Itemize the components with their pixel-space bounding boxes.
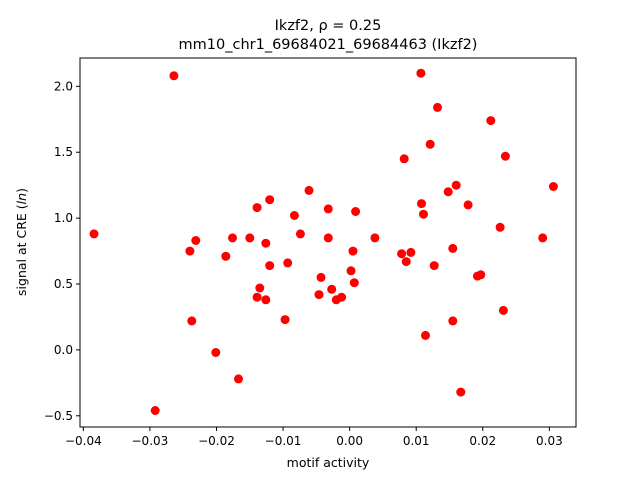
data-point-8 [228, 233, 237, 243]
data-point-51 [463, 200, 473, 210]
data-point-9 [234, 374, 243, 384]
y-axis-ticks: −0.5 0.0 0.5 1.0 1.5 2.0 [44, 79, 80, 423]
y-tick-label: 0.5 [54, 277, 73, 291]
data-point-27 [327, 284, 337, 294]
data-point-14 [261, 238, 271, 248]
data-point-43 [425, 139, 435, 149]
y-tick-label: 1.0 [54, 211, 73, 225]
data-point-0 [89, 229, 99, 239]
x-axis-ticks: −0.04 −0.03 −0.02 −0.01 0.00 0.01 0.02 0.03 [65, 427, 563, 448]
x-tick-label: 0.02 [469, 434, 496, 448]
y-tick-label: 0.0 [54, 343, 73, 357]
y-axis-label-text: signal at CRE ( [14, 204, 29, 296]
x-tick-label: 0.00 [336, 434, 363, 448]
data-point-41 [419, 209, 428, 219]
x-tick-label: −0.03 [132, 434, 169, 448]
x-tick-label: −0.02 [198, 434, 235, 448]
data-point-37 [401, 257, 411, 267]
y-axis-label: signal at CRE (ln) [14, 188, 29, 296]
chart-title: Ikzf2, ρ = 0.25 [275, 18, 382, 34]
data-point-38 [406, 247, 416, 257]
plot-frame [79, 57, 577, 428]
y-axis-label-close: ) [14, 188, 29, 193]
data-point-5 [191, 236, 201, 245]
data-point-56 [498, 305, 508, 315]
data-point-58 [538, 233, 548, 243]
y-tick-label: 2.0 [54, 79, 73, 93]
data-point-47 [448, 243, 458, 253]
data-point-29 [337, 292, 347, 302]
data-points [89, 68, 558, 415]
data-point-42 [421, 330, 430, 340]
data-point-4 [187, 316, 197, 326]
data-point-54 [486, 116, 496, 126]
data-point-30 [346, 266, 356, 276]
data-point-12 [252, 292, 262, 302]
data-point-2 [169, 71, 179, 81]
data-point-7 [221, 251, 231, 261]
x-tick-label: −0.04 [65, 434, 102, 448]
data-point-10 [245, 233, 255, 243]
x-axis-label: motif activity [287, 455, 370, 470]
data-point-23 [314, 290, 324, 300]
data-point-26 [323, 233, 333, 243]
data-point-35 [397, 249, 407, 259]
y-tick-label: 1.5 [54, 145, 73, 159]
data-point-45 [433, 102, 442, 112]
x-tick-label: 0.01 [403, 434, 430, 448]
data-point-49 [451, 180, 461, 190]
data-point-24 [316, 272, 326, 282]
data-point-59 [548, 182, 558, 191]
data-point-44 [429, 261, 439, 271]
data-point-21 [295, 229, 305, 239]
data-point-46 [443, 187, 453, 197]
y-tick-label: −0.5 [44, 409, 73, 423]
data-point-55 [495, 222, 505, 232]
data-point-31 [348, 246, 358, 256]
data-point-50 [456, 387, 466, 397]
data-point-22 [304, 185, 314, 195]
data-point-19 [283, 258, 293, 268]
data-point-18 [280, 315, 290, 325]
data-point-39 [416, 68, 426, 78]
data-point-48 [448, 316, 458, 326]
chart-subtitle: mm10_chr1_69684021_69684463 (Ikzf2) [179, 37, 478, 53]
data-point-40 [417, 199, 426, 209]
data-point-15 [261, 295, 271, 305]
data-point-3 [185, 246, 195, 256]
data-point-13 [255, 283, 265, 293]
x-tick-label: −0.01 [265, 434, 302, 448]
data-point-16 [265, 261, 275, 271]
y-axis-label-ln: ln [14, 193, 29, 204]
data-point-20 [289, 211, 299, 220]
data-point-53 [476, 270, 486, 280]
data-point-32 [349, 278, 359, 288]
data-point-57 [500, 151, 510, 161]
data-point-25 [323, 204, 333, 214]
data-point-6 [211, 348, 221, 357]
x-tick-label: 0.03 [536, 434, 563, 448]
data-point-34 [370, 233, 380, 243]
data-point-33 [351, 207, 361, 216]
data-point-36 [399, 154, 409, 164]
data-point-11 [252, 203, 262, 213]
data-point-1 [150, 406, 160, 415]
data-point-17 [265, 195, 275, 205]
